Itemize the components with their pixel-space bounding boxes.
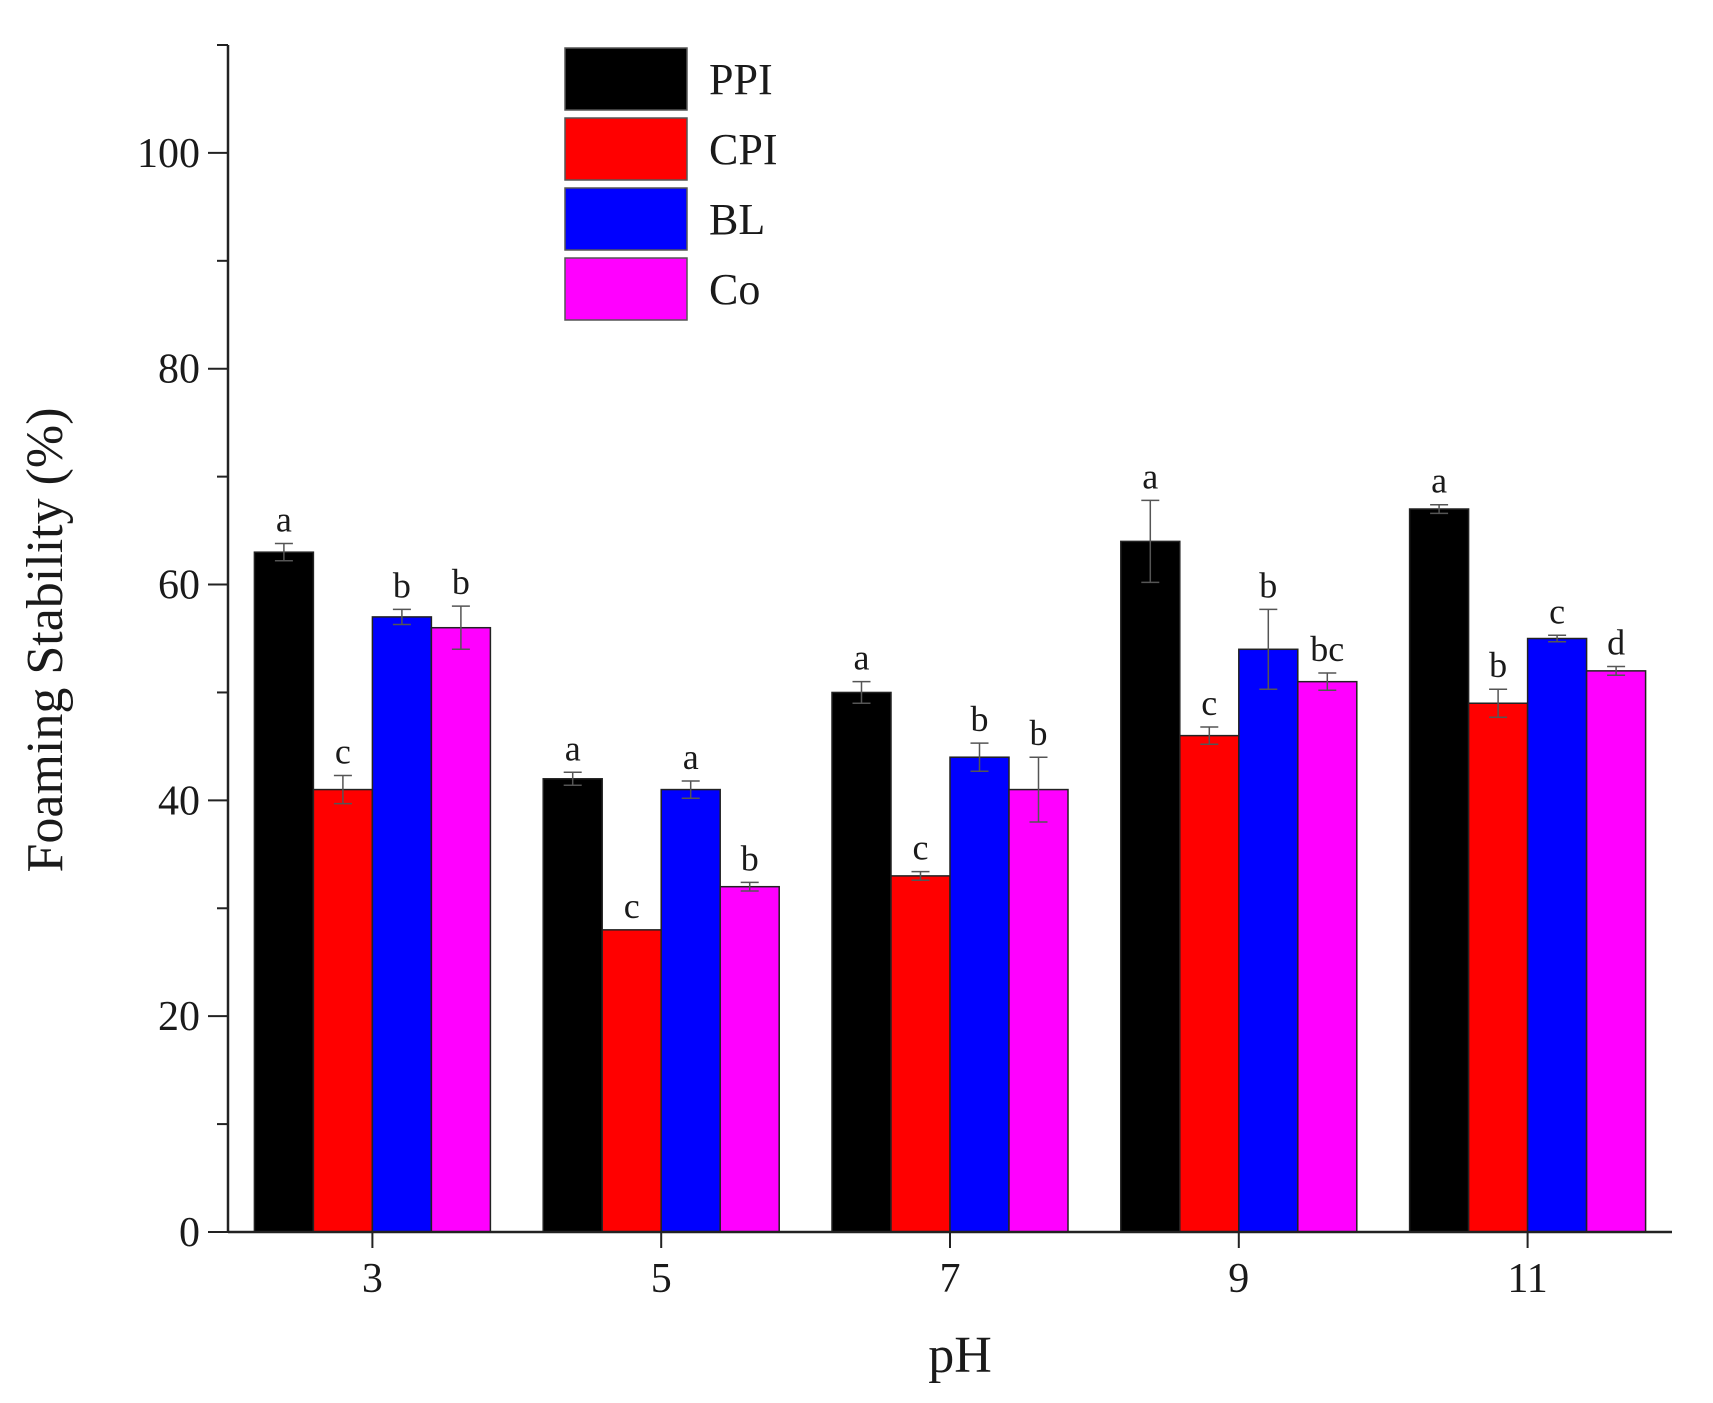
significance-label: a (1142, 456, 1158, 496)
legend-label-cpi: CPI (709, 125, 777, 174)
bar-cpi-ph-7 (890, 875, 951, 1233)
y-axis-title: Foaming Stability (%) (17, 407, 74, 872)
y-tick-label: 0 (179, 1210, 200, 1256)
y-tick-label: 60 (158, 563, 200, 609)
legend-swatch-cpi (564, 117, 688, 181)
legend-label-bl: BL (709, 195, 765, 244)
significance-label: b (741, 838, 759, 878)
bar-cpi-ph-9 (1179, 734, 1240, 1233)
y-tick-label: 80 (158, 347, 200, 393)
x-tick-label: 9 (1228, 1256, 1249, 1302)
significance-label: bc (1310, 629, 1344, 669)
bar-co-ph-5 (719, 885, 780, 1233)
bar-co-ph-11 (1585, 670, 1647, 1233)
significance-label: c (335, 732, 351, 772)
bar-bl-ph-5 (660, 788, 721, 1233)
bar-ppi-ph-9 (1120, 540, 1181, 1233)
legend-swatch-ppi (564, 47, 688, 111)
x-tick-label: 11 (1507, 1256, 1547, 1302)
significance-label: a (565, 728, 581, 768)
x-tick-label: 5 (651, 1256, 672, 1302)
significance-label: b (1030, 713, 1048, 753)
bar-bl-ph-11 (1526, 637, 1588, 1233)
significance-label: b (1259, 565, 1277, 605)
bar-cpi-ph-3 (312, 788, 374, 1233)
bar-bl-ph-7 (949, 756, 1010, 1233)
bar-co-ph-7 (1008, 788, 1069, 1233)
legend-swatch-bl (564, 187, 688, 251)
y-tick-label: 20 (158, 994, 200, 1040)
significance-label: c (913, 828, 929, 868)
legend-label-co: Co (709, 265, 760, 314)
bar-bl-ph-9 (1238, 648, 1299, 1233)
significance-label: b (393, 565, 411, 605)
significance-label: d (1607, 623, 1625, 663)
significance-label: a (1431, 461, 1447, 501)
significance-label: b (1489, 645, 1507, 685)
legend-label-ppi: PPI (709, 55, 773, 104)
y-tick-label: 40 (158, 778, 200, 824)
bar-bl-ph-3 (371, 616, 433, 1233)
significance-label: b (452, 562, 470, 602)
x-axis-title: pH (928, 1327, 992, 1384)
significance-label: a (854, 638, 870, 678)
bar-cpi-ph-11 (1467, 702, 1529, 1233)
x-tick-label: 3 (362, 1256, 383, 1302)
bar-co-ph-9 (1297, 680, 1358, 1233)
y-tick-label: 100 (137, 131, 200, 177)
bar-co-ph-3 (430, 626, 492, 1233)
bar-cpi-ph-5 (601, 929, 662, 1233)
legend-swatch-co (564, 257, 688, 321)
x-tick-label: 7 (940, 1256, 961, 1302)
significance-label: c (1549, 591, 1565, 631)
bar-ppi-ph-7 (831, 691, 892, 1233)
significance-label: c (624, 886, 640, 926)
bar-ppi-ph-3 (253, 551, 315, 1233)
bar-ppi-ph-11 (1408, 508, 1470, 1233)
significance-label: a (683, 737, 699, 777)
significance-label: a (276, 500, 292, 540)
axes: 3 5 7 9 11 0 20 40 60 80 100 (137, 44, 1672, 1302)
significance-label: b (971, 699, 989, 739)
legend: PPI CPI BL Co (564, 47, 777, 321)
bar-ppi-ph-5 (542, 778, 603, 1233)
significance-label: c (1201, 683, 1217, 723)
